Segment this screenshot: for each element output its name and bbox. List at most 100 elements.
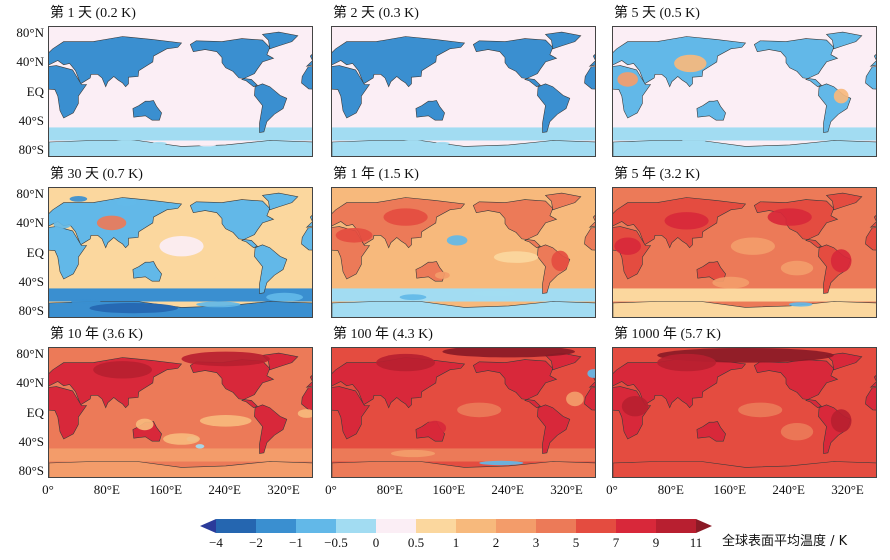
continent-north-america: [753, 38, 839, 88]
colorbar-segment: [616, 519, 656, 533]
y-tick-label: 80°N: [16, 346, 44, 362]
anomaly-contour: [674, 54, 707, 73]
anomaly-contour: [152, 141, 167, 145]
anomaly-contour: [181, 351, 270, 367]
colorbar-segment: [376, 519, 416, 533]
continent-antarctica: [332, 461, 595, 477]
continent-australia: [696, 261, 726, 282]
colorbar-tick-label: −1: [289, 535, 303, 550]
continent-europe-asia: [588, 375, 595, 388]
anomaly-contour: [114, 139, 139, 145]
anomaly-contour: [551, 250, 569, 271]
colorbar-segment: [216, 519, 256, 533]
continent-greenland: [261, 31, 299, 50]
x-tick-label: 80°E: [657, 482, 684, 497]
x-tick-label: 320°E: [267, 482, 300, 497]
continent-australia: [132, 100, 162, 121]
panel-title: 第 5 年 (3.2 K): [614, 167, 700, 182]
y-tick-label: 40°S: [18, 433, 44, 449]
anomaly-contour: [135, 418, 154, 431]
colorbar-segment: [656, 519, 696, 533]
colorbar-tick-label: 9: [652, 535, 660, 550]
anomaly-contour: [399, 294, 427, 301]
panel-title: 第 1000 年 (5.7 K): [614, 327, 721, 342]
continent-africa: [865, 66, 876, 90]
x-tick-label: 80°E: [376, 482, 403, 497]
anomaly-contour: [767, 208, 812, 226]
map-svg: [332, 27, 595, 156]
southern-ocean-band: [613, 448, 876, 462]
anomaly-contour: [96, 215, 127, 231]
map-svg: [332, 348, 595, 477]
y-tick-label: 40°N: [16, 375, 44, 391]
colorbar-tick-label: 0: [372, 535, 380, 550]
continent-europe-asia: [305, 215, 312, 228]
continent-antarctica: [332, 140, 595, 156]
anomaly-contour: [196, 301, 241, 308]
continent-greenland: [825, 352, 863, 371]
continent-antarctica: [332, 301, 595, 317]
continent-south-america: [254, 404, 288, 454]
map-svg: [49, 348, 312, 477]
continent-antarctica: [49, 461, 312, 477]
colorbar-segment: [456, 519, 496, 533]
continent-north-america: [753, 359, 839, 409]
anomaly-contour: [376, 353, 435, 372]
map-svg: [613, 348, 876, 477]
continent-africa: [865, 387, 876, 411]
y-tick-label: 80°S: [18, 302, 44, 318]
continent-north-america: [472, 38, 558, 88]
anomaly-contour: [446, 235, 468, 246]
panel-title: 第 100 年 (4.3 K): [333, 327, 433, 342]
y-tick-label: 40°S: [18, 273, 44, 289]
map-svg: [613, 188, 876, 317]
panel-title: 第 10 年 (3.6 K): [50, 327, 143, 342]
anomaly-contour: [195, 444, 205, 449]
continent-africa: [584, 387, 595, 411]
continent-south-america: [537, 83, 571, 133]
continent-south-america: [537, 404, 571, 454]
map-panel: [612, 347, 877, 478]
colorbar-tick-label: 1: [452, 535, 460, 550]
y-tick-label: 80°N: [16, 25, 44, 41]
y-tick-label: 80°S: [18, 141, 44, 157]
anomaly-contour: [657, 353, 716, 372]
colorbar-tick-label: 0.5: [407, 535, 425, 550]
colorbar-tick-label: −2: [249, 535, 263, 550]
y-tick-label: 40°N: [16, 54, 44, 70]
continent-south-america: [254, 83, 288, 133]
continent-greenland: [825, 192, 863, 211]
map-panel: [48, 26, 313, 157]
southern-ocean-band: [332, 448, 595, 462]
continent-australia: [132, 261, 162, 282]
map-panel: [331, 187, 596, 318]
colorbar: [200, 519, 712, 533]
colorbar-segment: [336, 519, 376, 533]
continent-north-america: [189, 199, 275, 249]
anomaly-contour: [53, 220, 72, 229]
anomaly-contour: [780, 423, 814, 441]
anomaly-contour: [457, 402, 502, 418]
anomaly-contour: [93, 361, 152, 379]
continent-north-america: [189, 38, 275, 88]
continent-greenland: [544, 352, 582, 371]
anomaly-contour: [664, 212, 709, 230]
anomaly-contour: [833, 88, 849, 104]
anomaly-contour: [266, 292, 303, 302]
anomaly-contour: [159, 236, 204, 257]
continent-europe-asia: [305, 375, 312, 388]
continent-africa: [332, 386, 371, 440]
anomaly-contour: [738, 402, 783, 418]
anomaly-contour: [614, 237, 641, 255]
map-svg: [332, 188, 595, 317]
anomaly-contour: [566, 391, 584, 407]
continent-australia: [696, 100, 726, 121]
map-svg: [613, 27, 876, 156]
anomaly-contour: [424, 420, 447, 436]
anomaly-contour: [780, 260, 814, 276]
map-panel: [612, 26, 877, 157]
panel-title: 第 5 天 (0.5 K): [614, 6, 700, 21]
x-tick-label: 240°E: [208, 482, 241, 497]
continent-europe-asia: [332, 36, 466, 88]
map-panel: [331, 347, 596, 478]
